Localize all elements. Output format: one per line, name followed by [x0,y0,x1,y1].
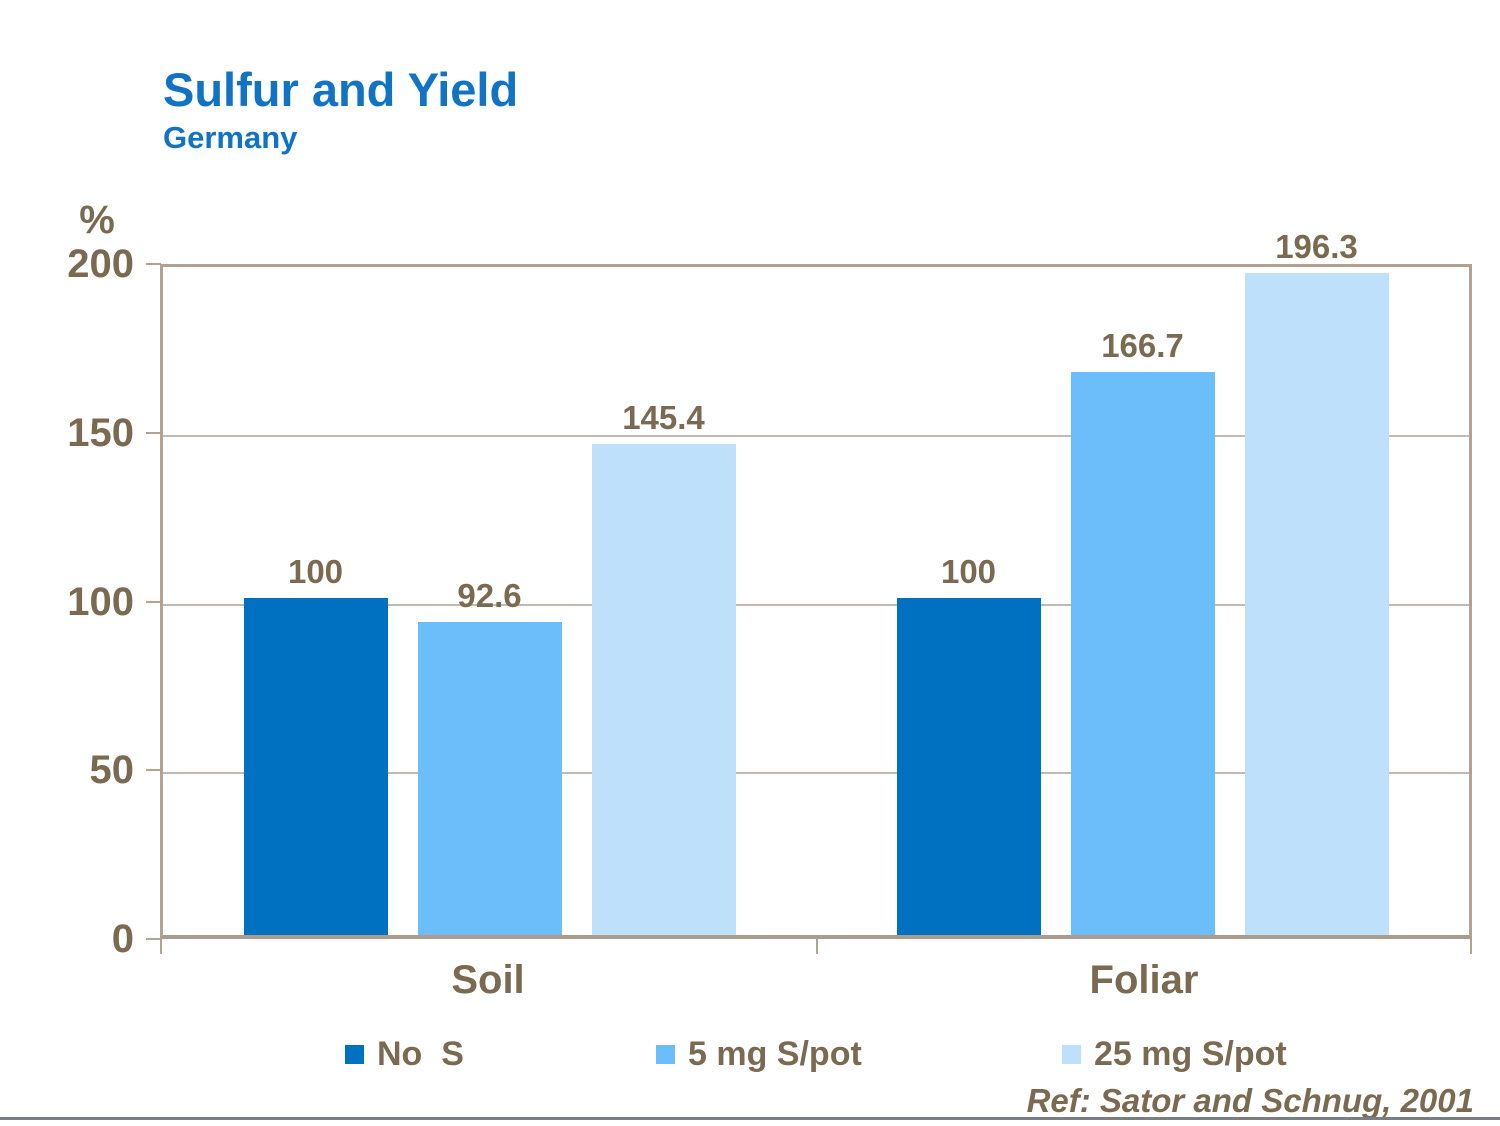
x-tick-mark [816,939,818,954]
legend-swatch-icon [345,1044,364,1064]
legend-swatch-icon [1062,1044,1081,1064]
gridline [163,772,1469,775]
y-tick-mark [146,263,161,265]
y-tick-mark [146,769,161,772]
bar-wrap: 145.4 [591,399,736,935]
bar-5-mg-s/pot [417,622,562,935]
y-tick-label: 50 [89,748,135,793]
category-label-soil: Soil [451,958,525,1002]
bar-groups: 100 92.6 145.4 100 166.7 196.3 [163,228,1469,935]
legend-label: 25 mg S/pot [1094,1034,1287,1073]
slide-subtitle: Germany [163,120,298,155]
bar-value-label: 145.4 [622,399,705,437]
bar-value-label: 166.7 [1101,327,1184,365]
y-axis-unit-label: % [79,198,115,242]
x-tick-mark [1470,939,1472,954]
category-label-foliar: Foliar [1089,958,1199,1002]
y-tick-mark [146,938,161,940]
bar-wrap: 100 [896,552,1041,935]
plot-area: 100 92.6 145.4 100 166.7 196.3 [160,228,1472,939]
gridline [163,434,1469,437]
legend-item: No S [345,1031,464,1077]
bar-25-mg-s/pot [591,444,736,935]
legend-label: 5 mg S/pot [688,1034,862,1073]
y-tick-label: 200 [67,242,134,286]
slide-title: Sulfur and Yield [163,63,519,116]
y-tick-mark [146,600,161,603]
bar-wrap: 196.3 [1244,227,1389,935]
bar-wrap: 92.6 [417,577,562,935]
bar-5-mg-s/pot [1070,372,1215,935]
gridline [163,603,1469,606]
y-tick-label: 100 [67,579,134,624]
bar-no-s [243,597,388,935]
x-axis-category-row: Soil Foliar [160,958,1472,1003]
x-tick-mark [160,939,162,954]
y-tick-mark [146,431,161,434]
bar-value-label: 100 [940,552,997,590]
bar-value-label: 196.3 [1275,227,1358,265]
legend-label: No S [377,1034,464,1073]
legend-item: 5 mg S/pot [656,1031,862,1077]
legend-item: 25 mg S/pot [1062,1031,1287,1077]
legend-swatch-icon [656,1044,675,1064]
y-tick-label: 150 [67,410,134,455]
bar-25-mg-s/pot [1244,272,1389,935]
bar-no-s [896,597,1041,935]
bar-wrap: 166.7 [1070,327,1215,935]
bar-wrap: 100 [243,552,388,935]
bar-value-label: 100 [287,552,344,590]
y-tick-label: 0 [111,917,134,961]
bar-group-foliar: 100 166.7 196.3 [816,228,1469,935]
bottom-divider-line [0,1117,1500,1120]
bar-group-soil: 100 92.6 145.4 [163,267,816,935]
reference-text: Ref: Sator and Schnug, 2001 [1026,1082,1474,1119]
bar-value-label: 92.6 [457,577,522,615]
